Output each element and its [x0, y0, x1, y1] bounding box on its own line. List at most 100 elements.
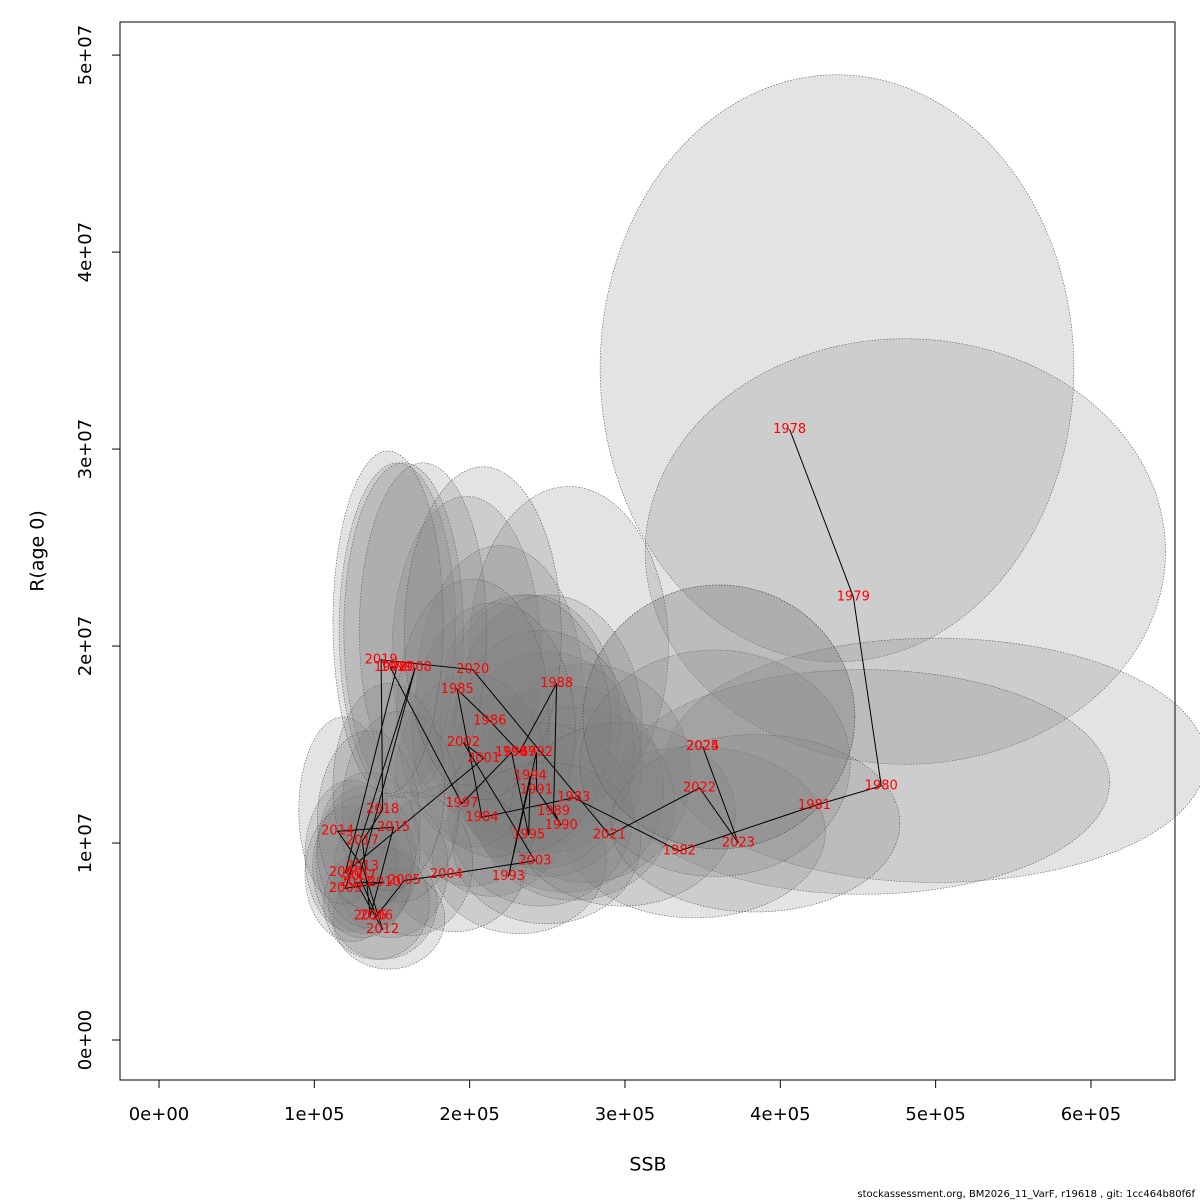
year-label: 2012	[366, 922, 399, 937]
confidence-ellipse	[338, 462, 456, 799]
year-label: 2024	[686, 739, 719, 754]
confidence-ellipse	[315, 785, 416, 934]
x-tick-label: 3e+05	[595, 1104, 656, 1125]
confidence-ellipse	[304, 805, 399, 942]
year-label: 2000	[329, 865, 362, 880]
confidence-ellipse	[317, 730, 421, 911]
confidence-ellipse	[416, 545, 584, 834]
year-label: 1982	[663, 843, 696, 858]
year-label: 2011	[340, 875, 373, 890]
year-label: 2016	[354, 908, 387, 923]
year-label: 2008	[399, 660, 432, 675]
confidence-ellipse	[481, 663, 691, 883]
x-tick-label: 2e+05	[439, 1104, 500, 1125]
year-label: 2007	[343, 869, 376, 884]
y-tick-label: 0e+00	[75, 1010, 96, 1071]
confidence-ellipse	[582, 584, 856, 850]
confidence-ellipse	[432, 785, 607, 934]
confidence-ellipse	[564, 746, 826, 919]
year-label: 2022	[683, 780, 716, 795]
year-label: 1983	[557, 790, 590, 805]
confidence-ellipse	[343, 462, 464, 799]
year-label: 1999	[380, 660, 413, 675]
year-label: 1987	[503, 745, 536, 760]
year-label: 2013	[346, 859, 379, 874]
confidence-ellipse	[332, 868, 446, 970]
confidence-ellipse	[298, 716, 388, 905]
confidence-ellipse	[327, 846, 438, 960]
confidence-ellipse	[317, 771, 421, 929]
year-label: 2025	[686, 739, 719, 754]
year-label: 2004	[430, 867, 463, 882]
y-tick-label: 5e+07	[75, 25, 96, 86]
confidence-ellipse	[359, 462, 488, 799]
confidence-ellipse	[332, 450, 444, 795]
year-label: 2001	[467, 751, 500, 766]
year-label: 1978	[773, 422, 806, 437]
confidence-ellipse	[599, 74, 1075, 663]
footer: stockassessment.org, BM2026_11_VarF, r19…	[857, 1189, 1195, 1200]
year-label: 1998	[374, 660, 407, 675]
year-label: 1988	[540, 676, 573, 691]
confidence-ellipse	[509, 722, 736, 907]
x-tick-label: 5e+05	[905, 1104, 966, 1125]
confidence-ellipse	[341, 710, 460, 903]
confidence-ellipse	[447, 722, 634, 907]
year-label: 1991	[520, 782, 553, 797]
year-label: 2017	[346, 834, 379, 849]
year-label: 2018	[366, 802, 399, 817]
y-tick-label: 2e+07	[75, 616, 96, 677]
confidence-ellipse	[396, 578, 550, 848]
year-label: 1985	[441, 682, 474, 697]
year-label: 1995	[512, 828, 545, 843]
x-tick-label: 4e+05	[750, 1104, 811, 1125]
year-label: 2014	[321, 824, 354, 839]
confidence-ellipse	[665, 637, 1200, 883]
year-label: 1989	[537, 804, 570, 819]
year-label: 2021	[593, 828, 626, 843]
confidence-ellipse	[433, 594, 612, 854]
confidence-ellipse	[410, 694, 573, 897]
year-label: 1996	[495, 745, 528, 760]
year-label: 1980	[865, 778, 898, 793]
trajectory-line	[336, 429, 882, 930]
year-label: 2005	[388, 873, 421, 888]
year-label: 1997	[445, 796, 478, 811]
confidence-ellipse	[472, 706, 675, 901]
year-label: 1992	[520, 745, 553, 760]
x-axis-label: SSB	[629, 1154, 666, 1176]
confidence-ellipse	[644, 338, 1166, 765]
year-label: 1994	[514, 769, 547, 784]
confidence-ellipse	[382, 783, 528, 932]
x-tick-label: 1e+05	[284, 1104, 345, 1125]
confidence-ellipse	[579, 649, 851, 877]
year-label: 1986	[473, 713, 506, 728]
year-label: 1993	[492, 869, 525, 884]
year-label: 2010	[368, 875, 401, 890]
confidence-ellipse	[616, 669, 1110, 895]
confidence-ellipse	[411, 602, 576, 858]
confidence-ellipse	[439, 594, 621, 854]
year-label: 2002	[447, 735, 480, 750]
confidence-ellipse	[610, 734, 901, 913]
confidence-ellipse	[453, 594, 643, 854]
year-label: 2009	[329, 881, 362, 896]
year-label: 1981	[798, 798, 831, 813]
year-label: 2023	[722, 836, 755, 851]
y-tick-label: 1e+07	[75, 813, 96, 874]
year-label: 2020	[456, 662, 489, 677]
confidence-ellipse	[334, 795, 449, 938]
y-tick-label: 4e+07	[75, 222, 96, 283]
confidence-ellipse	[453, 651, 643, 877]
y-axis-label: R(age 0)	[27, 510, 49, 592]
year-label: 2006	[360, 908, 393, 923]
year-label: 1979	[837, 589, 870, 604]
x-tick-label: 0e+00	[129, 1104, 190, 1125]
year-label: 2015	[377, 820, 410, 835]
year-label: 2019	[365, 652, 398, 667]
y-tick-label: 3e+07	[75, 419, 96, 480]
confidence-ellipse	[394, 673, 548, 887]
confidence-ellipse	[469, 486, 669, 808]
year-label: 1984	[466, 810, 499, 825]
